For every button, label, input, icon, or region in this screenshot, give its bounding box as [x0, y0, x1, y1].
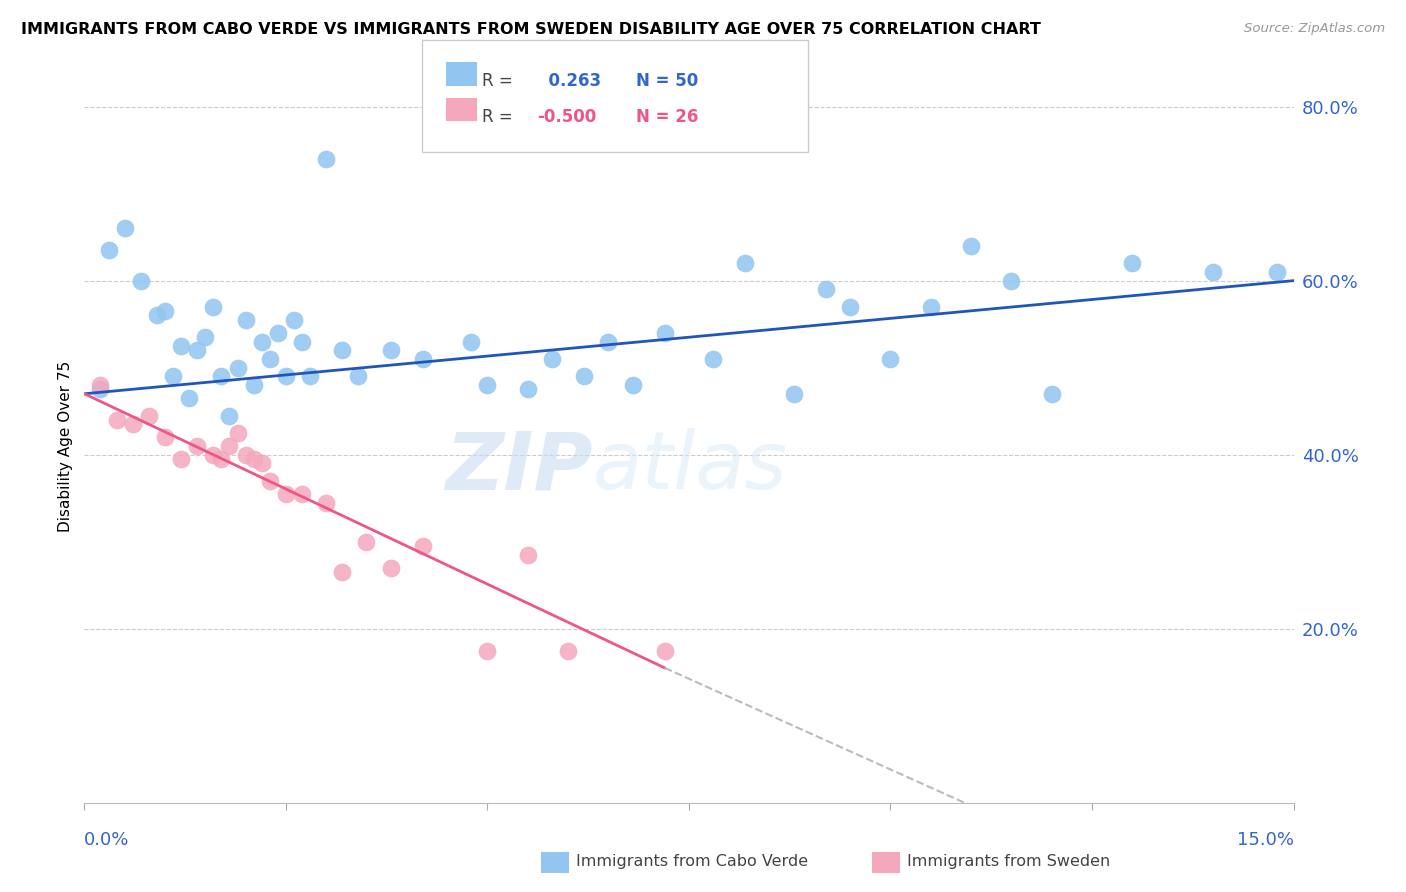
Point: [702, 351, 724, 366]
Point: [226, 425, 249, 440]
Text: N = 50: N = 50: [636, 72, 697, 90]
Point: [259, 351, 281, 366]
Text: 0.0%: 0.0%: [84, 831, 129, 849]
Point: [347, 369, 370, 384]
Text: R =: R =: [482, 72, 513, 90]
Point: [89, 378, 111, 392]
Text: atlas: atlas: [592, 428, 787, 507]
Point: [412, 351, 434, 366]
Point: [235, 448, 257, 462]
Point: [412, 539, 434, 553]
Text: -0.500: -0.500: [537, 108, 596, 126]
Point: [89, 383, 111, 397]
Point: [250, 457, 273, 471]
Point: [129, 274, 152, 288]
Point: [162, 369, 184, 384]
Point: [267, 326, 290, 340]
Point: [879, 351, 901, 366]
Point: [814, 282, 837, 296]
Point: [654, 643, 676, 657]
Text: IMMIGRANTS FROM CABO VERDE VS IMMIGRANTS FROM SWEDEN DISABILITY AGE OVER 75 CORR: IMMIGRANTS FROM CABO VERDE VS IMMIGRANTS…: [21, 22, 1040, 37]
Point: [186, 343, 208, 358]
Point: [734, 256, 756, 270]
Point: [960, 239, 983, 253]
Point: [621, 378, 644, 392]
Point: [1121, 256, 1143, 270]
Point: [218, 439, 240, 453]
Point: [1202, 265, 1225, 279]
Point: [179, 391, 201, 405]
Point: [1000, 274, 1022, 288]
Point: [105, 413, 128, 427]
Text: N = 26: N = 26: [636, 108, 697, 126]
Point: [259, 474, 281, 488]
Point: [330, 565, 353, 579]
Point: [121, 417, 143, 432]
Point: [186, 439, 208, 453]
Text: 15.0%: 15.0%: [1236, 831, 1294, 849]
Point: [477, 378, 499, 392]
Point: [315, 495, 337, 509]
Point: [274, 487, 297, 501]
Point: [315, 152, 337, 166]
Point: [274, 369, 297, 384]
Point: [380, 561, 402, 575]
Point: [920, 300, 942, 314]
Point: [460, 334, 482, 349]
Point: [516, 383, 538, 397]
Point: [330, 343, 353, 358]
Point: [291, 487, 314, 501]
Point: [783, 386, 806, 401]
Point: [226, 360, 249, 375]
Point: [242, 378, 264, 392]
Point: [202, 300, 225, 314]
Point: [654, 326, 676, 340]
Point: [242, 452, 264, 467]
Point: [114, 221, 136, 235]
Text: Source: ZipAtlas.com: Source: ZipAtlas.com: [1244, 22, 1385, 36]
Point: [170, 452, 193, 467]
Text: Immigrants from Sweden: Immigrants from Sweden: [907, 855, 1111, 869]
Point: [146, 309, 169, 323]
Point: [380, 343, 402, 358]
Point: [209, 452, 232, 467]
Point: [209, 369, 232, 384]
Point: [202, 448, 225, 462]
Point: [153, 304, 176, 318]
Point: [153, 430, 176, 444]
Point: [97, 243, 120, 257]
Text: Immigrants from Cabo Verde: Immigrants from Cabo Verde: [576, 855, 808, 869]
Point: [516, 548, 538, 562]
Point: [572, 369, 595, 384]
Point: [598, 334, 620, 349]
Point: [291, 334, 314, 349]
Text: R =: R =: [482, 108, 513, 126]
Point: [250, 334, 273, 349]
Y-axis label: Disability Age Over 75: Disability Age Over 75: [58, 360, 73, 532]
Point: [557, 643, 579, 657]
Point: [235, 313, 257, 327]
Point: [170, 339, 193, 353]
Point: [839, 300, 862, 314]
Point: [194, 330, 217, 344]
Point: [283, 313, 305, 327]
Point: [299, 369, 322, 384]
Text: ZIP: ZIP: [444, 428, 592, 507]
Point: [541, 351, 564, 366]
Point: [138, 409, 160, 423]
Point: [356, 534, 378, 549]
Point: [218, 409, 240, 423]
Point: [477, 643, 499, 657]
Point: [1267, 265, 1289, 279]
Text: 0.263: 0.263: [537, 72, 602, 90]
Point: [1040, 386, 1063, 401]
